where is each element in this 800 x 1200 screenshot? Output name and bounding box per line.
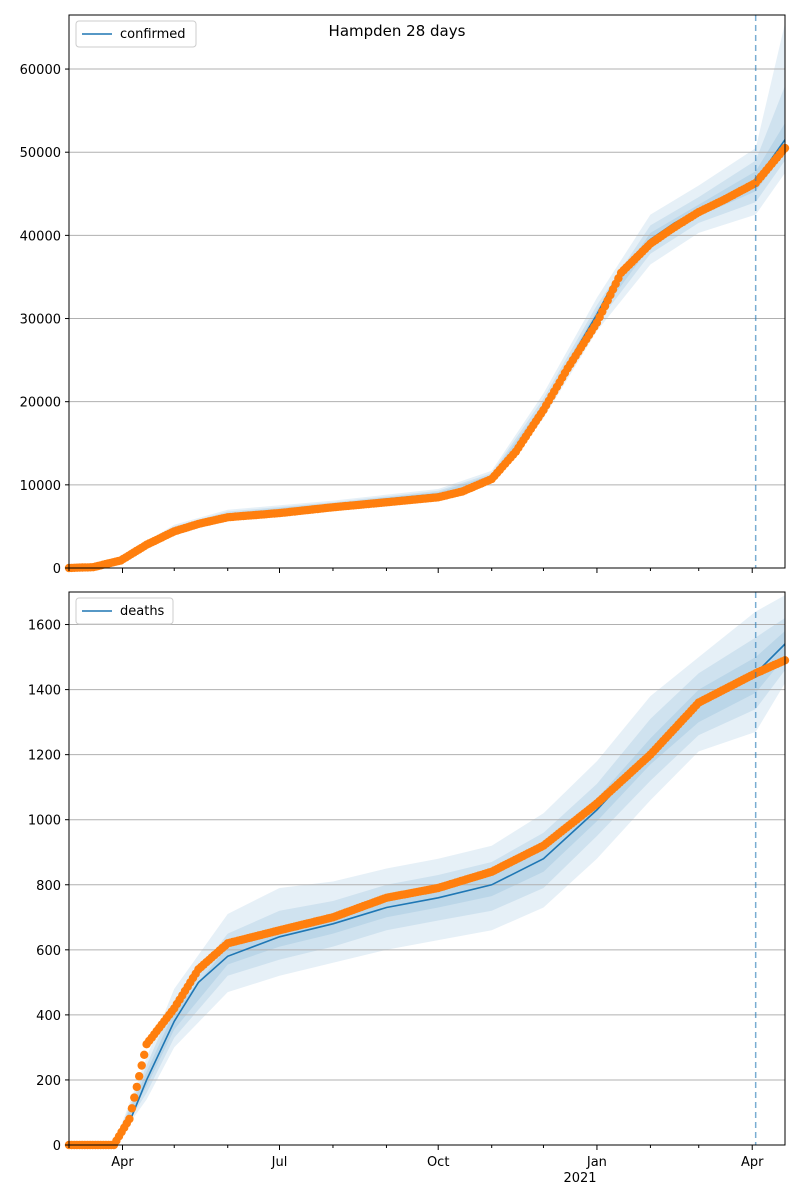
deaths-band-1 [69, 618, 785, 1145]
deaths-y-tick-label: 1200 [28, 749, 61, 764]
deaths-band-0 [69, 595, 785, 1145]
confirmed-y-tick-label: 50000 [20, 146, 61, 161]
deaths-y-tick-label: 1400 [28, 684, 61, 699]
confirmed-y-tick-label: 20000 [20, 396, 61, 411]
confirmed-y-tick-label: 10000 [20, 479, 61, 494]
confirmed-y-tick-label: 60000 [20, 63, 61, 78]
confirmed-panel: 0 10000 20000 30000 40000 50000 60000 confirme… [20, 14, 790, 577]
deaths-observed-point [132, 1082, 141, 1092]
confirmed-y-tick-label: 30000 [20, 313, 61, 328]
deaths-legend-label: deaths [120, 604, 165, 619]
confirmed-y-tick-label: 0 [53, 562, 61, 577]
x-axis-labels: Apr Jul Oct Jan Apr [111, 1155, 764, 1170]
figure-title: Hampden 28 days [329, 22, 466, 40]
confirmed-y-tick-label: 40000 [20, 229, 61, 244]
confirmed-legend-box [75, 20, 197, 48]
confirmed-axes: 0 10000 20000 30000 40000 50000 60000 [20, 14, 786, 577]
confirmed-series [64, 139, 790, 573]
deaths-axes-frame [68, 591, 786, 1146]
deaths-y-tick-label: 600 [36, 944, 61, 959]
deaths-y-tick-label: 1000 [28, 814, 61, 829]
deaths-legend: deaths [75, 597, 174, 625]
deaths-y-tick-label: 800 [36, 879, 61, 894]
x-tick-label: Jul [271, 1155, 288, 1170]
deaths-series [64, 643, 790, 1150]
confirmed-legend: confirmed [75, 20, 197, 48]
x-tick-label: Jan [586, 1155, 607, 1170]
deaths-axes: 0 200 400 600 800 1000 1200 1400 1600 [28, 591, 786, 1154]
x-axis-year-label: 2021 [563, 1171, 596, 1186]
deaths-y-tick-label: 0 [53, 1139, 61, 1154]
x-tick-label: Apr [111, 1155, 134, 1170]
deaths-observed-point [140, 1050, 149, 1060]
deaths-observed-point [135, 1072, 144, 1081]
deaths-observed-point [137, 1061, 146, 1070]
deaths-observed-point [125, 1114, 134, 1124]
deaths-y-tick-label: 1600 [28, 619, 61, 634]
deaths-legend-box [75, 597, 174, 625]
x-tick-label: Apr [741, 1155, 764, 1170]
deaths-y-tick-label: 200 [36, 1074, 61, 1089]
x-tick-label: Oct [427, 1155, 449, 1170]
deaths-observed-point [127, 1104, 137, 1113]
deaths-panel: 0 200 400 600 800 1000 1200 1400 1600 deaths [28, 591, 790, 1154]
confirmed-legend-label: confirmed [120, 27, 186, 42]
deaths-y-tick-label: 400 [36, 1009, 61, 1024]
confirmed-axes-frame [68, 14, 786, 569]
deaths-observed-point [130, 1093, 139, 1102]
